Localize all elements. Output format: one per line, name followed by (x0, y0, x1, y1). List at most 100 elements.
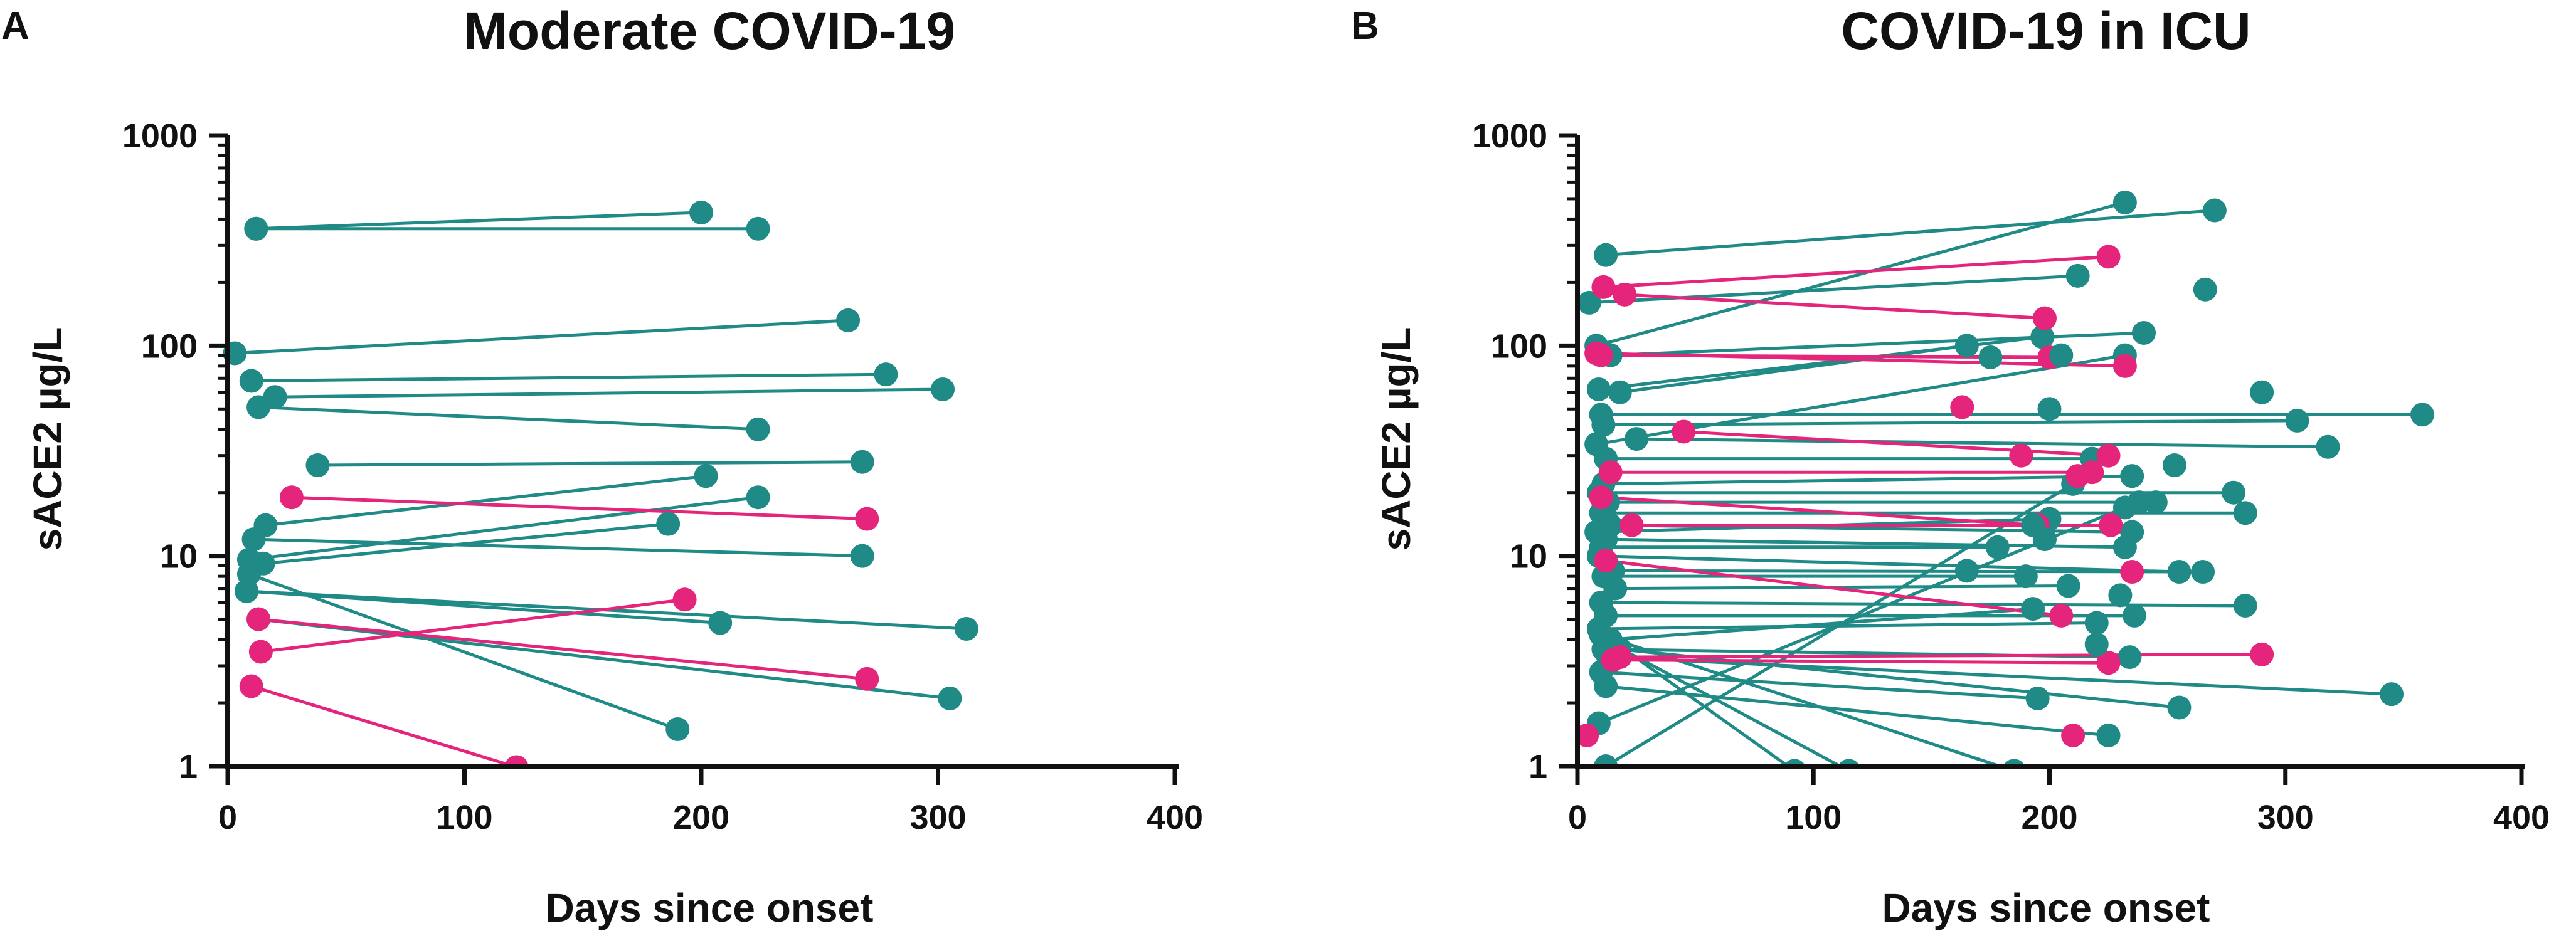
panel-b-x-tick-label-100: 100 (1785, 799, 1842, 836)
panel-b-pink-point-74 (1591, 275, 1616, 299)
panel-b-teal-point-8 (1608, 380, 1632, 404)
panel-b-teal-line-3 (1610, 331, 2144, 357)
panel-b-teal-point-57 (2380, 682, 2404, 707)
panel-b-teal-point-9 (1954, 334, 1979, 358)
panel-a-pink-line-17 (258, 618, 867, 681)
panel-b-pink-line-41 (1683, 429, 2109, 458)
panel-b-teal-point-111 (2108, 583, 2133, 608)
panel-a-teal-point-3 (746, 216, 770, 241)
panel-b-pink-line-37 (1603, 255, 2109, 289)
panel-b-teal-line-1 (1596, 201, 2126, 347)
panel-b-pink-point-80 (1589, 343, 1613, 367)
panel-b-teal-line-33 (1612, 643, 1844, 766)
panel-b-teal-point-69 (1783, 759, 1806, 766)
panel-a-pink-point-35 (855, 666, 879, 691)
panel-a-teal-point-23 (665, 717, 690, 741)
panel-b-teal-line-23 (1601, 601, 2245, 608)
panel-a-teal-point-6 (239, 369, 263, 393)
panel-a-teal-line-10 (263, 522, 669, 566)
panel-b-lines (1589, 201, 2422, 766)
panel-a-x-tick-label-200: 200 (673, 799, 729, 836)
panel-a-pink-line-16 (260, 598, 685, 654)
panel-a-y-tick-label-1000: 1000 (122, 117, 198, 155)
panel-b-teal-point-29 (2233, 501, 2257, 525)
panel-a-teal-point-19 (746, 485, 770, 510)
panel-b-pink-point-101 (2120, 560, 2144, 584)
panel-b-teal-point-70 (1589, 623, 1613, 648)
panel-b-teal-line-19 (1598, 554, 2180, 574)
panel-b-pink-point-82 (1672, 419, 1696, 444)
panel-a-pink-line-15 (291, 495, 867, 521)
panel-b-teal-point-61 (2096, 723, 2121, 747)
panel-b-teal-point-4 (1577, 290, 1601, 315)
panel-b-teal-point-17 (2316, 434, 2340, 459)
panel-b-teal-point-0 (1594, 243, 1618, 267)
panel-b-teal-point-51 (2084, 611, 2109, 635)
panel-b-pink-point-84 (1598, 460, 1623, 485)
panel-b-y-tick-label-10: 10 (1510, 538, 1547, 576)
panel-a-teal-point-29 (938, 686, 962, 710)
panel-a-teal-line-6 (317, 460, 862, 467)
panel-b-pink-point-79 (2112, 354, 2137, 378)
panel-b-pink-line-43 (1601, 495, 2038, 527)
panel-b-teal-point-14 (1591, 413, 1616, 437)
panel-b-teal-point-64 (1594, 754, 1618, 766)
panel-a-teal-line-11 (248, 572, 679, 731)
panel-a-teal-point-15 (694, 464, 718, 488)
panel-b-teal-point-11 (2030, 325, 2055, 349)
panel-a-teal-point-13 (850, 450, 874, 474)
panel-a-lines (235, 211, 967, 766)
panel-a-ticks: 0 100 200 300 400 1 10 100 1000 (122, 117, 1203, 836)
panel-a-teal-point-16 (241, 527, 266, 552)
panel-a-x-axis-label: Days since onset (546, 885, 874, 930)
panel-a-pink-point-32 (248, 640, 273, 664)
panel-b-teal-point-53 (2021, 597, 2045, 621)
panel-a-teal-point-5 (836, 308, 861, 332)
panel-a-teal-point-7 (874, 362, 898, 387)
panel-b-teal-point-25 (2221, 480, 2245, 505)
panel-b-pink-point-95 (2096, 651, 2121, 675)
panel-b-pink-point-100 (2065, 464, 2090, 488)
panel-a-pink-line-18 (251, 685, 517, 766)
panel-b-teal-line-32 (1604, 482, 2074, 766)
panel-a-teal-line-5 (258, 405, 758, 431)
panel-b-teal-point-5 (2065, 263, 2090, 288)
panel-b-teal-line-8 (1636, 437, 2328, 449)
panel-b-teal-line-22 (1615, 584, 2069, 591)
panel-a-x-tick-label-100: 100 (436, 799, 492, 836)
panel-b-y-axis-label: sACE2 µg/L (1374, 327, 1419, 551)
panel-b-pink-point-93 (2250, 642, 2274, 666)
panel-b-teal-point-113 (2021, 513, 2045, 537)
panel-b-teal-line-36 (1619, 647, 2180, 710)
panel-b-teal-line-25 (1598, 621, 2097, 631)
panel-b-pink-point-96 (1575, 723, 1599, 747)
panel-a-teal-point-11 (746, 417, 770, 441)
panel-a-y-tick-label-10: 10 (160, 538, 198, 576)
panel-a-marks (223, 200, 978, 766)
panel-b-teal-point-10 (1586, 377, 1611, 401)
panel-a-teal-point-2 (244, 216, 268, 241)
panel-b-teal-point-59 (2025, 686, 2050, 710)
panel-b-ticks: 0 100 200 300 400 1 10 100 1000 (1472, 117, 2550, 836)
panel-b-teal-line-0 (1605, 209, 2215, 257)
panel-b-teal-point-49 (2122, 603, 2146, 628)
panel-b-pink-line-45 (1605, 559, 2062, 618)
panel-b-pink-point-89 (2099, 513, 2123, 537)
panel-a-teal-point-17 (850, 544, 874, 568)
panel-b-teal-point-1 (2202, 198, 2227, 223)
panel-b-teal-point-107 (2162, 453, 2186, 478)
panel-b-teal-line-11 (1603, 474, 2133, 486)
panel-b-y-tick-label-100: 100 (1491, 327, 1547, 365)
panel-b-pink-point-88 (1619, 513, 1644, 537)
panel-b-teal-point-63 (2112, 495, 2137, 520)
panel-b-teal-point-23 (2120, 464, 2144, 488)
panel-a-pink-point-34 (246, 607, 271, 631)
panel-a-teal-line-9 (248, 495, 758, 562)
panel-a-teal-point-12 (305, 453, 330, 478)
panel-a-teal-line-14 (258, 618, 950, 700)
panel-b: B COVID-19 in ICU Days since onset sACE2… (1351, 1, 2550, 930)
panel-b-y-tick-label-1000: 1000 (1472, 117, 1547, 155)
panel-a-y-tick-label-1: 1 (179, 748, 198, 786)
panel-b-teal-point-105 (1978, 345, 2003, 369)
panel-b-pink-point-90 (1594, 549, 1618, 573)
